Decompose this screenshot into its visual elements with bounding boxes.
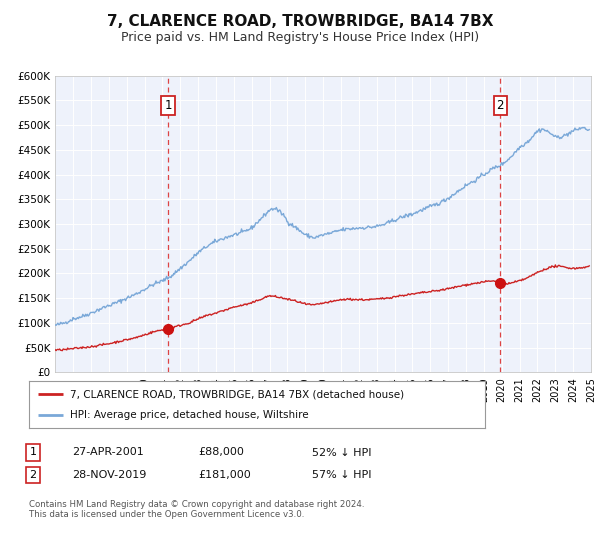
Text: 2: 2 [29, 470, 37, 480]
Text: 28-NOV-2019: 28-NOV-2019 [72, 470, 146, 480]
Text: 1: 1 [29, 447, 37, 458]
Text: HPI: Average price, detached house, Wiltshire: HPI: Average price, detached house, Wilt… [70, 410, 308, 420]
Text: £88,000: £88,000 [198, 447, 244, 458]
Text: 2: 2 [497, 99, 504, 112]
Text: 7, CLARENCE ROAD, TROWBRIDGE, BA14 7BX (detached house): 7, CLARENCE ROAD, TROWBRIDGE, BA14 7BX (… [70, 389, 404, 399]
Text: £181,000: £181,000 [198, 470, 251, 480]
Text: Price paid vs. HM Land Registry's House Price Index (HPI): Price paid vs. HM Land Registry's House … [121, 31, 479, 44]
Text: Contains HM Land Registry data © Crown copyright and database right 2024.
This d: Contains HM Land Registry data © Crown c… [29, 500, 364, 519]
Text: 27-APR-2001: 27-APR-2001 [72, 447, 144, 458]
Text: 7, CLARENCE ROAD, TROWBRIDGE, BA14 7BX: 7, CLARENCE ROAD, TROWBRIDGE, BA14 7BX [107, 14, 493, 29]
Text: 1: 1 [164, 99, 172, 112]
Text: 57% ↓ HPI: 57% ↓ HPI [312, 470, 371, 480]
Text: 52% ↓ HPI: 52% ↓ HPI [312, 447, 371, 458]
